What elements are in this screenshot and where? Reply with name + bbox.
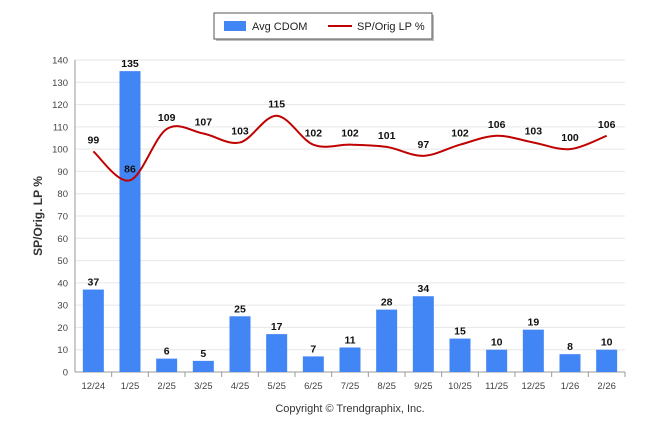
line-value-label: 109 (158, 112, 176, 124)
bar-10/25 (449, 338, 471, 372)
bar-3/25 (192, 360, 214, 372)
bar-value-label: 19 (527, 317, 539, 329)
copyright-footer: Copyright © Trendgraphix, Inc. (275, 403, 424, 415)
y-tick-label: 0 (63, 368, 68, 379)
bar-value-label: 7 (310, 343, 316, 355)
bar-9/25 (412, 296, 434, 372)
x-tick-label: 2/26 (597, 381, 616, 392)
y-tick-label: 70 (57, 212, 68, 223)
y-tick-label: 60 (57, 234, 68, 245)
bar-series (82, 71, 618, 373)
line-value-label: 107 (195, 117, 213, 129)
bar-value-label: 25 (234, 303, 246, 315)
x-tick-label: 1/25 (121, 381, 140, 392)
bar-value-label: 6 (164, 346, 170, 358)
bar-value-label: 34 (417, 283, 429, 295)
x-tick-label: 12/24 (81, 381, 105, 392)
data-labels: 37 135 6 5 25 17 7 11 28 34 15 10 19 8 10 99 86 109 107 103… (87, 58, 615, 360)
line-value-label: 102 (305, 128, 323, 140)
bar-value-label: 5 (200, 348, 206, 360)
bar-value-label: 28 (381, 297, 393, 309)
x-tick-label: 4/25 (231, 381, 250, 392)
bar-12/25 (522, 329, 544, 372)
y-tick-label: 30 (57, 301, 68, 312)
bar-7/25 (339, 347, 361, 372)
legend-bar-swatch (224, 21, 246, 31)
bar-5/25 (266, 334, 288, 372)
x-tick-label: 6/25 (304, 381, 323, 392)
bar-value-label: 11 (344, 334, 355, 346)
line-value-label: 106 (488, 119, 506, 131)
bar-value-label: 135 (121, 58, 139, 70)
y-tick-label: 90 (57, 167, 68, 178)
line-value-label: 97 (417, 139, 429, 151)
y-axis-label: SP/Orig. LP % (31, 176, 45, 256)
bar-11/25 (486, 349, 508, 372)
y-tick-label: 110 (53, 122, 68, 133)
bar-2/26 (596, 349, 618, 372)
x-tick-label: 10/25 (448, 381, 472, 392)
sp-orig-lp-line (92, 114, 608, 182)
bar-value-label: 15 (454, 326, 466, 338)
y-tick-label: 80 (57, 189, 68, 200)
line-value-label: 102 (451, 128, 469, 140)
legend: Avg CDOM SP/Orig LP % (213, 12, 434, 41)
bar-2/25 (156, 358, 178, 372)
bar-8/25 (376, 309, 398, 372)
bar-value-label: 10 (491, 337, 503, 349)
x-tick-label: 3/25 (194, 381, 213, 392)
x-tick-label: 2/25 (157, 381, 176, 392)
x-tick-label: 9/25 (414, 381, 433, 392)
legend-label-avg-cdom: Avg CDOM (252, 21, 307, 33)
x-tick-label: 11/25 (485, 381, 508, 392)
gridlines (75, 59, 625, 373)
bar-value-label: 17 (271, 321, 283, 333)
legend-box (213, 12, 433, 40)
x-tick-label: 1/26 (561, 381, 580, 392)
line-value-label: 106 (598, 119, 616, 131)
line-value-label: 100 (561, 132, 579, 144)
bar-value-label: 10 (601, 337, 613, 349)
x-tick-label: 8/25 (377, 381, 396, 392)
line-value-label: 115 (268, 99, 285, 111)
bar-1/26 (559, 354, 581, 372)
y-tick-label: 20 (57, 323, 68, 334)
y-tick-label: 10 (57, 345, 68, 356)
y-tick-label: 130 (52, 78, 68, 89)
legend-label-sp-orig: SP/Orig LP % (357, 21, 425, 33)
y-tick-label: 50 (57, 256, 68, 267)
bar-12/24 (82, 289, 104, 372)
bar-value-label: 8 (567, 341, 573, 353)
bar-value-label: 37 (87, 277, 99, 289)
line-value-label: 86 (124, 163, 136, 175)
bar-6/25 (302, 356, 324, 372)
x-tick-label: 12/25 (521, 381, 545, 392)
bar-1/25 (119, 71, 141, 373)
y-tick-label: 140 (52, 56, 68, 67)
x-tick-label: 5/25 (267, 381, 286, 392)
bar-4/25 (229, 316, 251, 372)
y-tick-label: 100 (52, 145, 68, 156)
line-value-label: 103 (525, 125, 543, 137)
line-value-label: 103 (231, 125, 249, 137)
line-value-label: 102 (341, 128, 359, 140)
x-tick-label: 7/25 (341, 381, 360, 392)
y-tick-label: 40 (57, 278, 68, 289)
line-series (92, 114, 608, 182)
line-value-label: 99 (87, 134, 99, 146)
line-value-label: 101 (378, 130, 396, 142)
y-tick-label: 120 (52, 100, 68, 111)
